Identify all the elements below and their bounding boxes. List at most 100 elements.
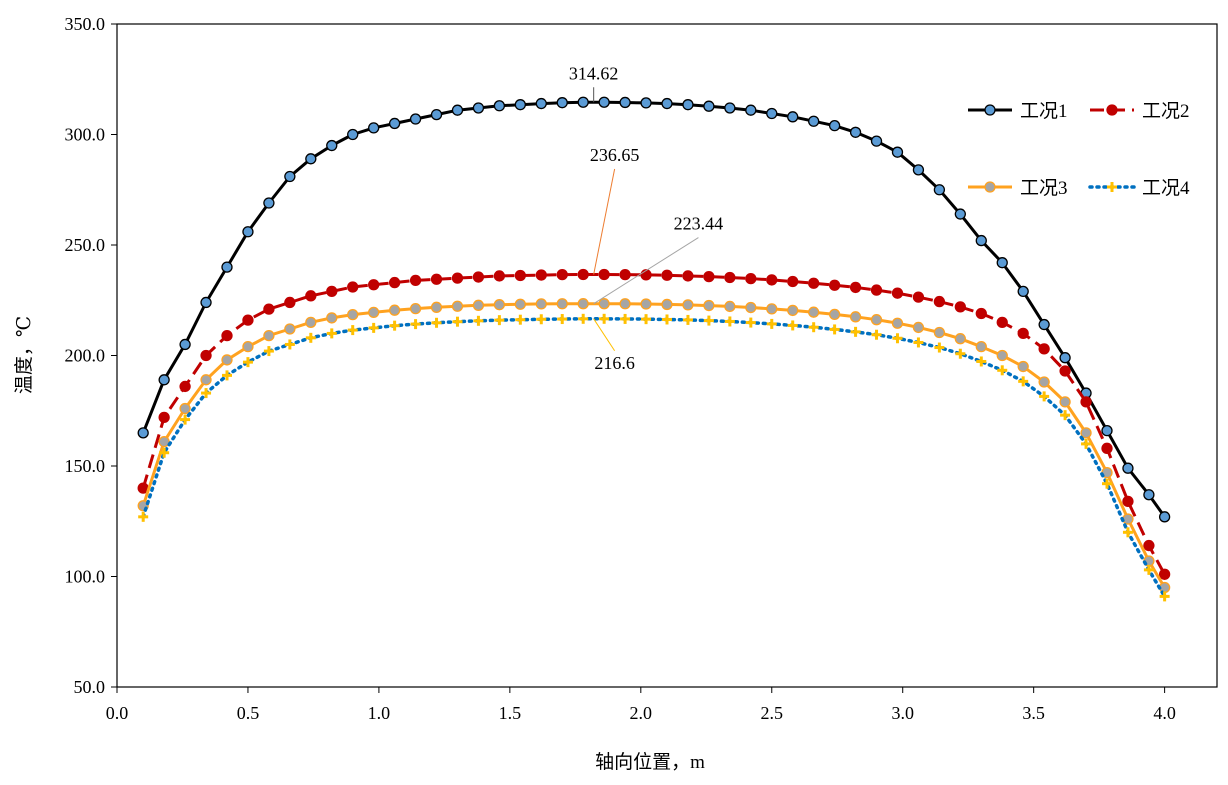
series-3-point <box>828 308 841 321</box>
y-tick-label: 100.0 <box>65 567 106 587</box>
series-1-point <box>368 122 380 134</box>
legend-item-3: 工况3 <box>968 178 1068 199</box>
series-4-point <box>515 314 526 325</box>
series-3-point <box>221 354 233 366</box>
series-3-point <box>682 299 694 311</box>
series-2-point <box>703 270 715 283</box>
series-2-point <box>661 269 673 281</box>
series-2-point <box>242 314 254 326</box>
series-4-point <box>578 313 589 324</box>
series-3-point <box>326 312 338 324</box>
series-2-point <box>975 307 987 320</box>
x-tick-label: 4.0 <box>1153 703 1176 723</box>
series-2-point <box>200 349 212 362</box>
series-1-point <box>514 99 526 111</box>
series-1-point <box>409 113 422 125</box>
series-4-point <box>724 316 735 327</box>
series-1-point <box>158 374 170 386</box>
series-2-point <box>619 268 631 281</box>
series-1-point <box>1122 462 1134 474</box>
series-2-point <box>849 281 862 294</box>
series-1-point <box>284 170 296 183</box>
series-2-point <box>493 270 506 282</box>
legend-label: 工况3 <box>1020 178 1068 199</box>
series-3-point <box>388 304 401 316</box>
series-1-point <box>1101 424 1113 437</box>
series-layer <box>137 96 1171 602</box>
series-2-point <box>451 272 464 284</box>
series-4-point <box>662 314 672 325</box>
series-3-point <box>1059 396 1071 408</box>
series-2-point <box>326 285 338 298</box>
series-3-point <box>724 300 736 313</box>
series-4-point <box>284 339 295 350</box>
series-3-point <box>912 321 925 334</box>
legend-item-4: 工况4 <box>1088 178 1190 199</box>
series-4-point <box>410 319 421 330</box>
series-4 <box>138 313 1170 602</box>
series-4-point <box>1102 478 1112 489</box>
series-1-point <box>766 107 778 120</box>
series-1-point <box>493 100 506 112</box>
series-3-point <box>368 306 380 319</box>
series-1-point <box>305 153 317 165</box>
series-3-point <box>619 298 631 310</box>
series-1-point <box>263 197 275 209</box>
series-4-point <box>892 333 903 344</box>
series-1-line <box>141 100 1166 518</box>
series-4-point <box>829 324 840 335</box>
series-4-point <box>1018 376 1029 387</box>
series-1-point <box>849 126 862 138</box>
series-1-point <box>619 96 631 109</box>
series-4-point <box>389 320 400 331</box>
series-3-point <box>640 298 652 310</box>
series-4-point <box>913 337 924 348</box>
x-tick-label: 1.5 <box>499 703 522 723</box>
series-2-point <box>430 273 443 285</box>
series-1-point <box>640 97 652 109</box>
series-4-point <box>138 511 149 522</box>
series-4-point <box>242 357 253 368</box>
annotation-leader <box>593 237 699 305</box>
x-tick-label: 0.0 <box>106 703 129 723</box>
series-3-point <box>1080 427 1092 439</box>
series-1-point <box>661 97 673 110</box>
series-1-point <box>745 104 757 116</box>
series-4-point <box>159 447 170 458</box>
series-2-point <box>954 301 966 313</box>
series-1-point <box>1059 352 1071 364</box>
series-2-point <box>1080 396 1092 408</box>
series-1-point <box>347 128 359 141</box>
legend-item-2: 工况2 <box>1090 101 1190 122</box>
x-tick-label: 3.5 <box>1022 703 1045 723</box>
series-4-point <box>1122 527 1133 538</box>
series-3-point <box>1038 376 1050 388</box>
series-4-point <box>745 317 756 328</box>
series-2-point <box>577 268 589 281</box>
x-tick-label: 2.5 <box>761 703 784 723</box>
series-3-point <box>849 311 862 323</box>
annotation-label: 216.6 <box>594 353 635 373</box>
series-3-point <box>200 374 212 386</box>
series-4-point <box>976 356 987 367</box>
series-3-point <box>493 299 506 311</box>
series-3-point <box>891 317 904 329</box>
series-4-point <box>305 332 316 343</box>
legend-item-1: 工况1 <box>968 101 1068 122</box>
series-4-point <box>703 315 714 326</box>
series-1-point <box>221 261 233 273</box>
series-4-point <box>347 325 358 336</box>
y-tick-label: 50.0 <box>74 677 106 697</box>
series-1-point <box>556 97 568 109</box>
series-2-point <box>870 284 883 296</box>
series-2-point <box>808 277 820 289</box>
series-4-point <box>201 388 212 399</box>
annotation-label: 236.65 <box>590 145 640 165</box>
series-2-point <box>305 290 317 302</box>
series-2-point <box>724 271 736 284</box>
series-4-point <box>557 314 568 325</box>
series-4-point <box>620 313 631 324</box>
series-2-point <box>891 287 904 299</box>
series-2-point <box>347 281 359 293</box>
